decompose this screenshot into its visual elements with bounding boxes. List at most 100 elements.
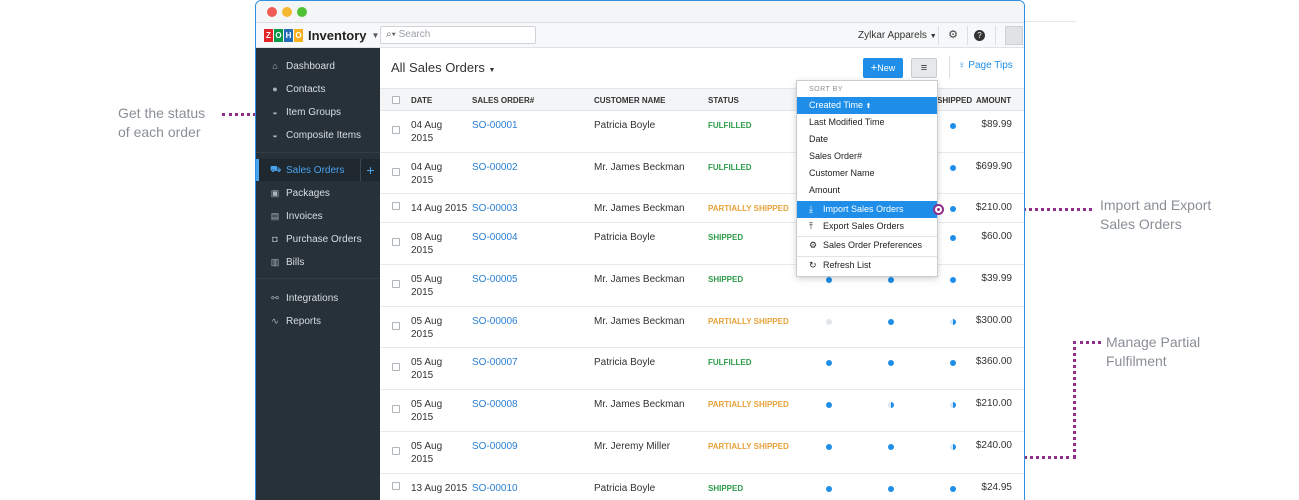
progress-dot [826, 360, 832, 366]
progress-dot [950, 402, 956, 408]
sales-order-link[interactable]: SO-00001 [472, 120, 518, 131]
sales-order-link[interactable]: SO-00007 [472, 357, 518, 368]
row-checkbox[interactable] [392, 280, 400, 288]
avatar[interactable] [1005, 26, 1023, 45]
sort-date[interactable]: Date [797, 131, 937, 148]
organization-switcher[interactable]: Zylkar Apparels ▼ [858, 30, 937, 41]
new-sales-order-button[interactable]: +New [863, 58, 903, 78]
app-brand: Inventory [308, 28, 367, 43]
table-row[interactable]: 05 Aug 2015 SO-00007 Patricia Boyle FULFILLE… [380, 348, 1024, 390]
table-row[interactable]: 05 Aug 2015 SO-00006 Mr. James Beckman PARTI… [380, 307, 1024, 348]
status-badge: SHIPPED [708, 233, 744, 242]
view-selector[interactable]: All Sales Orders ▼ [391, 60, 495, 75]
close-window-button[interactable] [267, 7, 277, 17]
invoice-icon: ▤ [270, 210, 280, 221]
sidebar-item-dashboard[interactable]: ⌂ Dashboard [256, 55, 380, 77]
minimize-window-button[interactable] [282, 7, 292, 17]
progress-dot [950, 360, 956, 366]
sales-order-link[interactable]: SO-00010 [472, 483, 518, 494]
table-row[interactable]: 05 Aug 2015 SO-00005 Mr. James Beckman SHIPP… [380, 265, 1024, 307]
sidebar-item-label: Sales Orders [286, 164, 345, 176]
sidebar-item-integrations[interactable]: ⚯ Integrations [256, 287, 380, 309]
sales-order-link[interactable]: SO-00009 [472, 441, 518, 452]
sales-order-link[interactable]: SO-00008 [472, 399, 518, 410]
row-checkbox[interactable] [392, 482, 400, 490]
column-header-amount[interactable]: AMOUNT [976, 96, 1012, 105]
maximize-window-button[interactable] [297, 7, 307, 17]
sidebar-item-packages[interactable]: ▣ Packages [256, 182, 380, 204]
select-all-checkbox[interactable] [392, 96, 400, 104]
logo-letter: Z [264, 29, 273, 42]
sales-order-link[interactable]: SO-00005 [472, 274, 518, 285]
sales-order-link[interactable]: SO-00004 [472, 232, 518, 243]
sidebar-item-label: Purchase Orders [286, 233, 362, 245]
row-checkbox[interactable] [392, 168, 400, 176]
sidebar-item-purchase-orders[interactable]: ◘ Purchase Orders [256, 228, 380, 250]
sidebar-item-invoices[interactable]: ▤ Invoices [256, 205, 380, 227]
sidebar-item-bills[interactable]: ▥ Bills [256, 251, 380, 273]
sidebar-item-label: Dashboard [286, 60, 335, 72]
table-row[interactable]: 14 Aug 2015 SO-00003 Mr. James Beckman PART… [380, 194, 1024, 223]
sort-created-time[interactable]: Created Time ⬆ [797, 97, 937, 114]
sales-order-link[interactable]: SO-00002 [472, 162, 518, 173]
progress-dot [950, 319, 956, 325]
order-amount: $60.00 [981, 231, 1012, 242]
sort-sales-order-number[interactable]: Sales Order# [797, 148, 937, 165]
row-checkbox[interactable] [392, 238, 400, 246]
sales-order-preferences-item[interactable]: ⚙ Sales Order Preferences [797, 237, 937, 254]
progress-dot [826, 486, 832, 492]
sort-customer-name[interactable]: Customer Name [797, 165, 937, 182]
column-header-status[interactable]: STATUS [708, 96, 739, 105]
page-tips-link[interactable]: ♀ Page Tips [958, 60, 1013, 71]
app-switcher[interactable]: Z O H O Inventory ▼ [264, 28, 379, 43]
sort-amount[interactable]: Amount [797, 182, 937, 199]
table-row[interactable]: 08 Aug 2015 SO-00004 Patricia Boyle SHIPPED $… [380, 223, 1024, 265]
integrations-icon: ⚯ [271, 292, 279, 303]
sales-order-link[interactable]: SO-00006 [472, 316, 518, 327]
table-row[interactable]: 05 Aug 2015 SO-00009 Mr. Jeremy Miller PARTI… [380, 432, 1024, 474]
row-checkbox[interactable] [392, 363, 400, 371]
add-sales-order-button[interactable]: + [360, 159, 380, 181]
menu-item-label: Refresh List [823, 260, 872, 270]
divider [995, 26, 996, 45]
import-sales-orders-item[interactable]: ⤓ Import Sales Orders [797, 201, 937, 218]
help-icon[interactable]: ? [974, 30, 985, 41]
export-sales-orders-item[interactable]: ⤒ Export Sales Orders [797, 218, 937, 235]
sidebar-item-item-groups[interactable]: ◒ Item Groups [256, 101, 380, 123]
table-row[interactable]: 04 Aug 2015 SO-00002 Mr. James Beckman FULFI… [380, 153, 1024, 194]
divider [256, 152, 380, 153]
sidebar-item-sales-orders[interactable]: ⛟ Sales Orders + [256, 159, 380, 181]
progress-dot [888, 402, 894, 408]
column-header-customer-name[interactable]: CUSTOMER NAME [594, 96, 666, 105]
customer-name: Mr. James Beckman [594, 274, 685, 285]
column-header-date[interactable]: DATE [411, 96, 433, 105]
annotation-status-line-1: Get the status [118, 105, 206, 121]
search-input[interactable]: ⌕▾ Search [380, 26, 536, 44]
progress-dot [950, 235, 956, 241]
progress-dot [826, 319, 832, 325]
progress-dot [888, 319, 894, 325]
sort-last-modified-time[interactable]: Last Modified Time [797, 114, 937, 131]
sidebar-item-contacts[interactable]: ● Contacts [256, 78, 380, 100]
sales-order-link[interactable]: SO-00003 [472, 203, 518, 214]
annotation-import-export-line-2: Sales Orders [1100, 216, 1182, 232]
column-header-sales-order[interactable]: SALES ORDER# [472, 96, 535, 105]
row-checkbox[interactable] [392, 202, 400, 210]
row-checkbox[interactable] [392, 447, 400, 455]
row-checkbox[interactable] [392, 322, 400, 330]
gear-icon[interactable]: ⚙ [948, 29, 958, 41]
table-row[interactable]: 13 Aug 2015 SO-00010 Patricia Boyle SHIPPED… [380, 474, 1024, 500]
progress-dot [826, 277, 832, 283]
sidebar-item-composite-items[interactable]: ◒ Composite Items [256, 124, 380, 146]
order-amount: $699.90 [975, 161, 1012, 172]
table-row[interactable]: 05 Aug 2015 SO-00008 Mr. James Beckman PARTI… [380, 390, 1024, 432]
row-checkbox[interactable] [392, 405, 400, 413]
more-actions-button[interactable]: ≡ [911, 58, 937, 78]
refresh-list-item[interactable]: ↻ Refresh List [797, 257, 937, 274]
row-checkbox[interactable] [392, 126, 400, 134]
status-badge: SHIPPED [708, 275, 744, 284]
table-row[interactable]: 04 Aug 2015 SO-00001 Patricia Boyle FULFILLE… [380, 111, 1024, 153]
column-header-shipped[interactable]: SHIPPED [937, 96, 973, 105]
sidebar-item-reports[interactable]: ∿ Reports [256, 310, 380, 332]
page-title: All Sales Orders [391, 60, 485, 75]
